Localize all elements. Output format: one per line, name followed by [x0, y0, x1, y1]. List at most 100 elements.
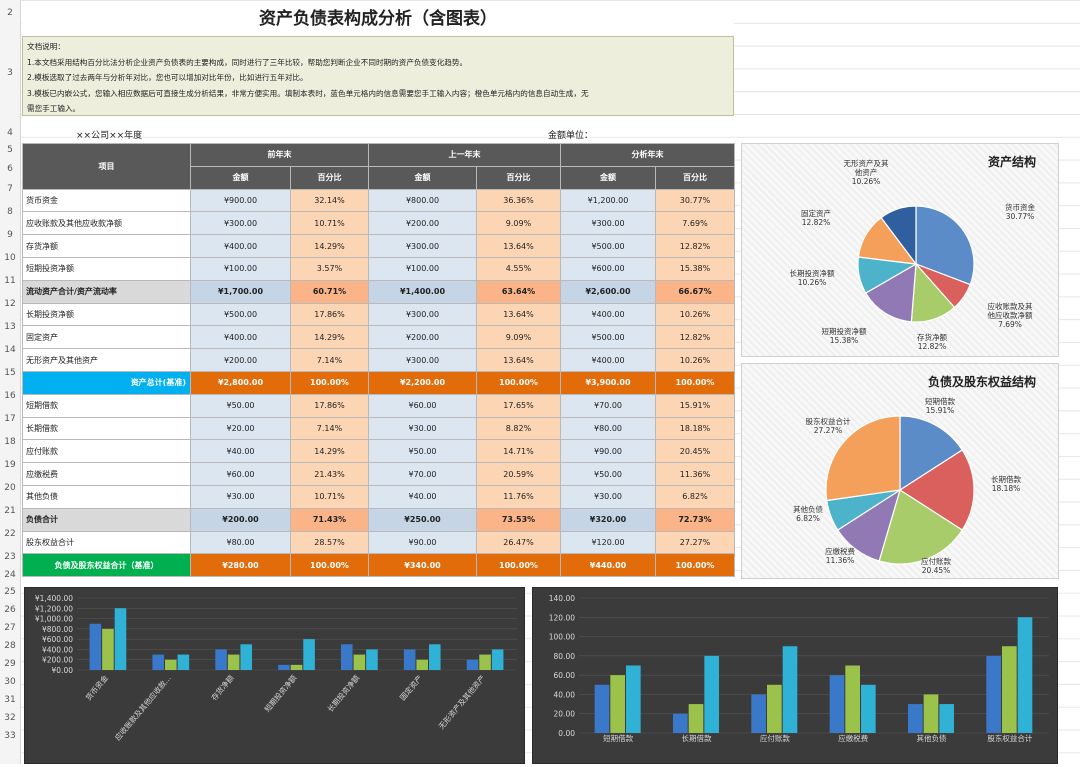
amount-cell[interactable]: ¥400.00: [190, 325, 291, 350]
row-label[interactable]: 短期借款: [22, 393, 191, 418]
bar[interactable]: [89, 623, 102, 670]
percent-cell[interactable]: 30.77%: [655, 188, 735, 213]
row-number[interactable]: 11: [4, 276, 16, 286]
amount-cell[interactable]: ¥300.00: [368, 348, 477, 372]
amount-cell[interactable]: ¥40.00: [190, 439, 291, 464]
row-number[interactable]: 7: [7, 184, 13, 194]
percent-cell[interactable]: 7.69%: [655, 211, 735, 236]
row-number[interactable]: 12: [4, 299, 16, 309]
amount-cell[interactable]: ¥900.00: [190, 188, 291, 213]
bar[interactable]: [782, 646, 798, 733]
bar[interactable]: [366, 649, 378, 670]
row-number[interactable]: 23: [4, 552, 16, 562]
pie-slice[interactable]: [864, 262, 917, 323]
amount-cell[interactable]: ¥2,200.00: [368, 370, 477, 395]
row-label[interactable]: 应付账款: [22, 439, 191, 464]
bar[interactable]: [152, 654, 164, 670]
amount-cell[interactable]: ¥70.00: [560, 393, 656, 418]
percent-cell[interactable]: 9.09%: [476, 211, 561, 236]
bar[interactable]: [610, 675, 625, 733]
amount-cell[interactable]: ¥300.00: [368, 302, 477, 327]
row-number[interactable]: 27: [4, 623, 16, 633]
bar[interactable]: [303, 639, 315, 670]
row-label[interactable]: 其他负债: [22, 484, 191, 509]
row-number[interactable]: 16: [4, 391, 16, 401]
percent-cell[interactable]: 12.82%: [655, 325, 735, 350]
percent-cell[interactable]: 14.29%: [290, 439, 369, 464]
percent-cell[interactable]: 12.82%: [655, 234, 735, 258]
percent-cell[interactable]: 13.64%: [476, 302, 561, 327]
amount-cell[interactable]: ¥280.00: [190, 553, 291, 578]
percent-cell[interactable]: 13.64%: [476, 348, 561, 372]
amount-cell[interactable]: ¥1,700.00: [190, 279, 291, 304]
row-number[interactable]: 21: [4, 506, 16, 516]
amount-cell[interactable]: ¥50.00: [190, 393, 291, 418]
amount-cell[interactable]: ¥30.00: [560, 484, 656, 509]
amount-cell[interactable]: ¥200.00: [368, 325, 477, 350]
percent-cell[interactable]: 14.29%: [290, 325, 369, 350]
pie-slice[interactable]: [898, 449, 975, 531]
bar[interactable]: [403, 649, 416, 670]
percent-cell[interactable]: 63.64%: [476, 279, 561, 304]
row-number[interactable]: 33: [4, 731, 16, 741]
row-number[interactable]: 22: [4, 529, 16, 539]
bar[interactable]: [908, 704, 923, 733]
amount-cell[interactable]: ¥20.00: [190, 416, 291, 441]
amount-cell[interactable]: ¥440.00: [560, 553, 656, 578]
amount-cell[interactable]: ¥90.00: [368, 530, 477, 555]
amount-cell[interactable]: ¥80.00: [560, 416, 656, 441]
amount-cell[interactable]: ¥200.00: [190, 507, 291, 532]
percent-cell[interactable]: 100.00%: [655, 370, 735, 395]
percent-cell[interactable]: 8.82%: [476, 416, 561, 441]
bar[interactable]: [165, 659, 177, 670]
amount-cell[interactable]: ¥250.00: [368, 507, 477, 532]
bar[interactable]: [466, 659, 479, 670]
percent-cell[interactable]: 9.09%: [476, 325, 561, 350]
percent-cell[interactable]: 15.38%: [655, 256, 735, 281]
row-number[interactable]: 2: [7, 8, 13, 18]
row-label[interactable]: 固定资产: [22, 325, 191, 350]
row-number[interactable]: 14: [4, 345, 16, 355]
amount-cell[interactable]: ¥100.00: [368, 256, 477, 281]
row-label[interactable]: 负债及股东权益合计（基准）: [22, 553, 191, 578]
bar[interactable]: [479, 654, 491, 670]
amount-cell[interactable]: ¥200.00: [190, 348, 291, 372]
bar[interactable]: [491, 649, 504, 670]
percent-cell[interactable]: 10.71%: [290, 211, 369, 236]
row-number[interactable]: 10: [4, 253, 16, 263]
percent-cell[interactable]: 10.71%: [290, 484, 369, 509]
pie-slice[interactable]: [915, 205, 975, 286]
percent-cell[interactable]: 4.55%: [476, 256, 561, 281]
row-number[interactable]: 8: [7, 207, 13, 217]
percent-cell[interactable]: 32.14%: [290, 188, 369, 213]
percent-cell[interactable]: 10.26%: [655, 348, 735, 372]
amount-cell[interactable]: ¥2,800.00: [190, 370, 291, 395]
row-label[interactable]: 负债合计: [22, 507, 191, 532]
row-label[interactable]: 长期投资净额: [22, 302, 191, 327]
percent-cell[interactable]: 14.71%: [476, 439, 561, 464]
bar[interactable]: [215, 649, 227, 670]
amount-cell[interactable]: ¥500.00: [560, 234, 656, 258]
liability-structure-chart[interactable]: 负债及股东权益结构 短期借款 15.91% 长期借款 18.18% 应付账款 20.45%…: [741, 363, 1059, 579]
bar[interactable]: [341, 644, 353, 670]
amount-cell[interactable]: ¥40.00: [368, 484, 477, 509]
bar[interactable]: [986, 655, 1001, 733]
row-label[interactable]: 存货净额: [22, 234, 191, 258]
amount-cell[interactable]: ¥30.00: [368, 416, 477, 441]
bar[interactable]: [114, 608, 127, 670]
bar[interactable]: [290, 664, 303, 670]
row-header-column[interactable]: 2 3 4 5 6 7 8 9 10 11 12 13 14 15 16 17 18 19 20 21 22 23 24 25…: [0, 0, 21, 764]
row-number[interactable]: 4: [7, 128, 13, 138]
amount-cell[interactable]: ¥80.00: [190, 530, 291, 555]
row-number[interactable]: 20: [4, 483, 16, 493]
amount-cell[interactable]: ¥30.00: [190, 484, 291, 509]
percent-cell[interactable]: 60.71%: [290, 279, 369, 304]
row-number[interactable]: 32: [4, 713, 16, 723]
percent-cell[interactable]: 20.45%: [655, 439, 735, 464]
bar[interactable]: [353, 654, 366, 670]
percent-cell[interactable]: 13.64%: [476, 234, 561, 258]
percent-cell[interactable]: 3.57%: [290, 256, 369, 281]
bar[interactable]: [177, 654, 190, 670]
amount-cell[interactable]: ¥90.00: [560, 439, 656, 464]
amount-cell[interactable]: ¥100.00: [190, 256, 291, 281]
